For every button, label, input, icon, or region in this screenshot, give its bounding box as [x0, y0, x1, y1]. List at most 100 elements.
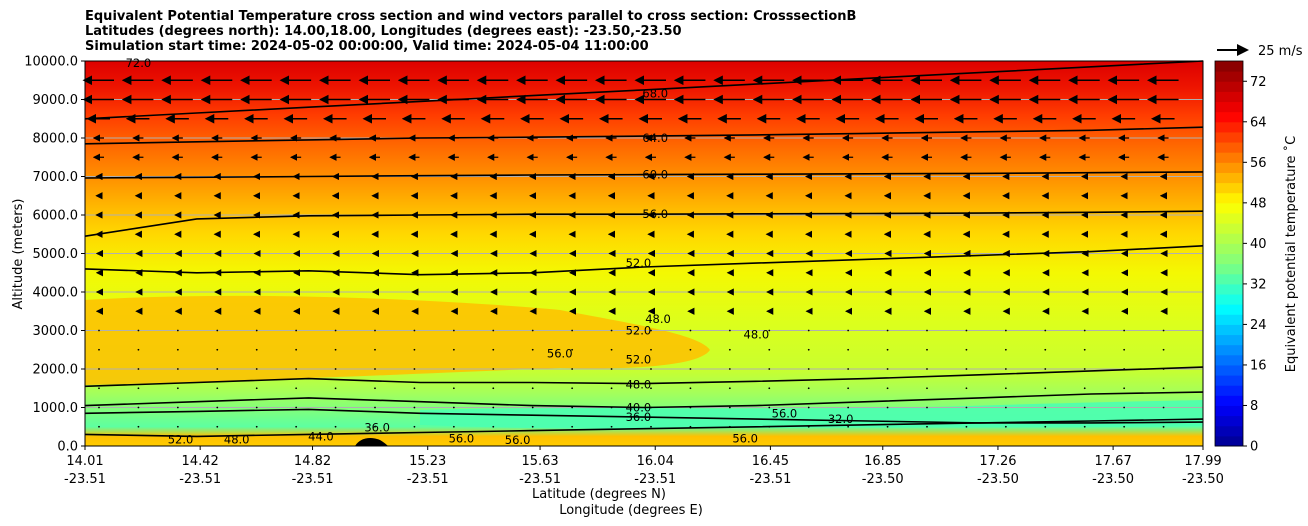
wind-vector — [926, 368, 928, 370]
colorbar-tick-label: 32 — [1250, 277, 1267, 292]
wind-vector — [255, 348, 258, 351]
wind-vector — [255, 387, 258, 390]
wind-vector — [1083, 406, 1086, 409]
wind-vector — [571, 368, 574, 370]
wind-vector — [98, 425, 100, 428]
colorbar-segment — [1215, 243, 1243, 254]
colorbar-segment — [1215, 415, 1243, 427]
wind-vector — [452, 348, 455, 351]
wind-vector — [452, 387, 455, 390]
colorbar-tick-label: 72 — [1250, 75, 1267, 90]
contour-label: 44.0 — [308, 429, 334, 443]
contour-label: 52.0 — [626, 324, 652, 338]
wind-vector — [374, 406, 376, 409]
colorbar-segment — [1215, 344, 1243, 356]
contour-label: 56.0 — [449, 431, 475, 445]
wind-vector — [768, 387, 771, 390]
wind-vector — [1004, 387, 1007, 390]
wind-vector — [255, 406, 258, 409]
colorbar-segment — [1215, 253, 1243, 265]
wind-vector — [1004, 406, 1007, 409]
x-tick-label-lat: 16.04 — [637, 454, 674, 469]
colorbar-label: Equivalent potential temperature ˚C — [1283, 136, 1299, 372]
colorbar-segment — [1215, 111, 1243, 123]
contour-label: 40.0 — [626, 401, 652, 415]
colorbar-frame — [1214, 60, 1244, 447]
colorbar-segment — [1215, 233, 1243, 244]
contour-line — [84, 245, 1204, 276]
wind-vector — [137, 425, 140, 428]
wind-vector — [255, 368, 258, 370]
wind-vector — [98, 329, 100, 332]
wind-vector — [1123, 406, 1126, 409]
contour-label: 56.0 — [505, 433, 531, 447]
colorbar-segment — [1215, 162, 1243, 173]
wind-vector — [847, 387, 850, 390]
wind-vector — [847, 348, 850, 351]
x-axis-label-latitude: Latitude (degrees N) — [532, 487, 666, 502]
wind-vector — [413, 387, 416, 390]
wind-vector — [216, 425, 219, 428]
wind-vector — [137, 348, 140, 351]
wind-vector — [728, 406, 731, 409]
wind-vector — [531, 368, 534, 370]
colorbar-segment — [1215, 314, 1243, 325]
wind-vector — [926, 425, 928, 428]
title-line-2: Latitudes (degrees north): 14.00,18.00, … — [85, 24, 682, 39]
y-tick-label: 8000.0 — [33, 132, 79, 147]
wind-vector — [650, 329, 652, 332]
x-tick-label-lon: -23.51 — [749, 472, 791, 487]
colorbar-segment — [1215, 91, 1243, 103]
wind-vector — [452, 329, 455, 332]
x-tick-label-lat: 14.42 — [182, 454, 219, 469]
contour-label: 68.0 — [642, 87, 668, 101]
x-tick-label-lat: 17.26 — [979, 454, 1016, 469]
wind-vector — [255, 329, 258, 332]
x-tick-label-lon: -23.51 — [179, 472, 221, 487]
wind-vector — [98, 387, 100, 390]
wind-vector — [98, 406, 100, 409]
wind-vector — [334, 406, 337, 409]
x-tick-label-lat: 16.45 — [752, 454, 789, 469]
wind-vector — [965, 406, 968, 409]
wind-vector — [965, 368, 968, 370]
wind-vector — [452, 368, 455, 370]
contour-line — [84, 60, 1204, 120]
wind-vector — [926, 387, 928, 390]
y-tick-label: 7000.0 — [33, 170, 79, 185]
y-tick-label: 6000.0 — [33, 209, 79, 224]
colorbar-segment — [1215, 273, 1243, 285]
x-tick-label-lat: 15.23 — [409, 454, 446, 469]
wind-vector — [965, 425, 968, 428]
wind-vector — [728, 368, 731, 370]
wind-vector — [768, 368, 771, 370]
wind-vector — [1162, 425, 1165, 428]
wind-vector — [1162, 329, 1165, 332]
orange-tongue — [85, 295, 710, 385]
colorbar-tick-label: 8 — [1250, 399, 1258, 414]
wind-vector — [413, 348, 416, 351]
contour-label: 60.0 — [642, 168, 668, 182]
colorbar-segment — [1215, 385, 1243, 396]
wind-vector — [926, 348, 928, 351]
wind-vector — [571, 425, 574, 428]
y-tick-label: 0.0 — [57, 440, 78, 455]
wind-vector — [334, 348, 337, 351]
chart-title: Equivalent Potential Temperature cross s… — [85, 9, 856, 54]
wind-vector — [334, 387, 337, 390]
colorbar-segment — [1215, 182, 1243, 194]
contour-label: 32.0 — [828, 412, 854, 426]
wind-vector — [531, 329, 534, 332]
contour-label: 36.0 — [626, 410, 652, 424]
y-tick-label: 9000.0 — [33, 93, 79, 108]
wind-vector — [610, 329, 613, 332]
x-tick-label-lon: -23.51 — [64, 472, 106, 487]
wind-vector — [886, 425, 889, 428]
wind-vector — [689, 368, 692, 370]
wind-vector — [1004, 329, 1007, 332]
wind-vector — [492, 329, 495, 332]
wind-vector — [571, 387, 574, 390]
wind-vector — [807, 329, 810, 332]
contour-label: 52.0 — [626, 256, 652, 270]
